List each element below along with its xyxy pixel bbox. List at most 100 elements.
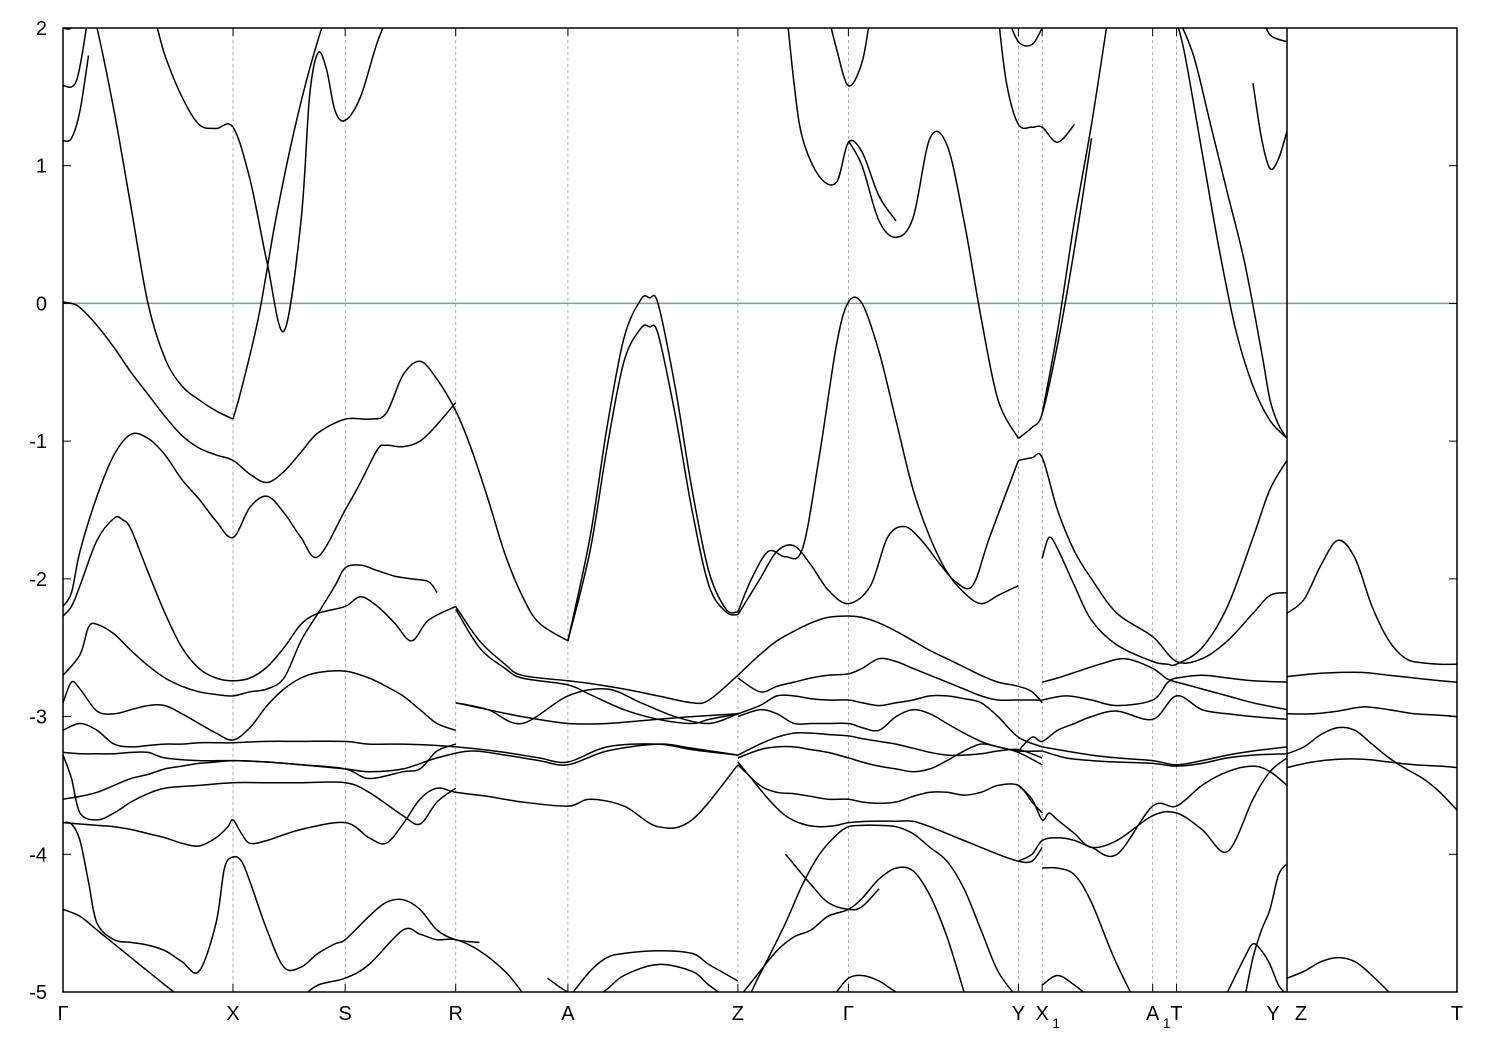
x-tick-label: T <box>1170 1003 1182 1025</box>
band-line <box>737 743 1043 773</box>
band-line <box>1041 974 1085 992</box>
band-line <box>63 515 457 682</box>
band-line <box>742 866 965 992</box>
band-line <box>737 731 1043 759</box>
band-line <box>847 130 1020 439</box>
band-line <box>156 28 384 333</box>
band-line <box>63 402 457 607</box>
x-tick-label: A <box>1146 1003 1160 1025</box>
band-line <box>1286 539 1457 666</box>
band-line <box>1041 460 1288 667</box>
band-line <box>63 908 523 992</box>
band-line <box>1177 28 1288 439</box>
x-tick-label: R <box>448 1003 462 1025</box>
grid-lines <box>232 28 1288 992</box>
band-line <box>737 296 1019 613</box>
y-tick-label: -2 <box>29 569 47 591</box>
band-line <box>455 605 739 705</box>
band-line <box>835 974 898 992</box>
band-line <box>737 764 1043 814</box>
band-line <box>737 694 1043 748</box>
band-line <box>1245 863 1288 992</box>
x-tick-label: Z <box>1295 1003 1307 1025</box>
plot-frame <box>62 27 1458 993</box>
band-line <box>1041 750 1288 767</box>
band-line <box>63 743 456 800</box>
x-tick-label: T <box>1451 1003 1463 1025</box>
band-line <box>1286 758 1457 769</box>
band-line <box>1042 746 1288 766</box>
band-line <box>1286 671 1457 683</box>
x-tick-label-subscript: 1 <box>1163 1015 1171 1031</box>
band-line <box>1181 28 1288 439</box>
y-tick-label: -5 <box>29 982 47 1004</box>
band-line <box>998 28 1076 144</box>
band-line <box>63 754 457 826</box>
band-line <box>1042 657 1288 683</box>
band-line <box>830 28 870 87</box>
band-line <box>784 853 880 911</box>
y-tick-label: 2 <box>36 18 47 40</box>
band-curves <box>63 28 1457 992</box>
x-tick-label: Y <box>1012 1003 1025 1025</box>
y-tick-label: -3 <box>29 707 47 729</box>
band-line <box>1042 866 1132 992</box>
band-line <box>1018 452 1288 664</box>
band-line <box>63 55 90 143</box>
band-line <box>750 824 1014 992</box>
band-line <box>455 608 739 725</box>
band-line <box>567 294 739 641</box>
band-line <box>1010 28 1043 47</box>
band-line <box>1226 942 1286 992</box>
band-line <box>455 687 739 725</box>
band-line <box>1017 695 1288 752</box>
band-line <box>1286 706 1457 718</box>
band-line <box>737 657 1043 702</box>
band-line <box>63 722 738 764</box>
y-tick-label: 1 <box>36 156 47 178</box>
x-tick-label: Z <box>732 1003 744 1025</box>
band-line <box>737 460 1020 616</box>
band-line <box>1286 726 1457 811</box>
band-line <box>1017 757 1288 854</box>
x-tick-label-subscript: 1 <box>1052 1015 1060 1031</box>
band-line <box>63 821 480 974</box>
x-tick-label: A <box>561 1003 575 1025</box>
x-tick-label: Γ <box>843 1003 854 1025</box>
band-line <box>63 28 234 420</box>
x-tick-label: Y <box>1266 1003 1279 1025</box>
x-tick-label: Γ <box>57 1003 68 1025</box>
x-tick-label: X <box>226 1003 239 1025</box>
y-tick-label: -1 <box>29 431 47 453</box>
band-line <box>63 670 456 741</box>
band-line <box>63 28 88 88</box>
band-line <box>737 615 1043 704</box>
x-tick-label: S <box>339 1003 352 1025</box>
band-line <box>737 761 1043 864</box>
band-line <box>1265 28 1288 43</box>
y-tick-label: 0 <box>36 293 47 315</box>
band-line <box>1041 28 1108 414</box>
x-tick-label: X <box>1036 1003 1049 1025</box>
band-line <box>63 743 739 773</box>
band-line <box>572 949 739 992</box>
band-line <box>63 764 739 847</box>
band-line <box>737 708 1043 753</box>
band-line <box>1042 679 1288 711</box>
y-tick-label: -4 <box>29 844 47 866</box>
band-line <box>787 28 897 222</box>
band-line <box>567 324 739 641</box>
band-line <box>1252 82 1288 171</box>
band-line <box>547 963 720 992</box>
band-line <box>63 564 438 697</box>
band-line <box>1286 956 1391 992</box>
band-line <box>1017 138 1093 439</box>
band-line <box>1018 765 1288 862</box>
band-line <box>455 702 738 725</box>
band-line <box>232 28 323 420</box>
band-line <box>63 301 569 642</box>
y-axis-ticks: 2 1 0 -1 -2 -3 -4 -5 <box>29 18 1457 1004</box>
